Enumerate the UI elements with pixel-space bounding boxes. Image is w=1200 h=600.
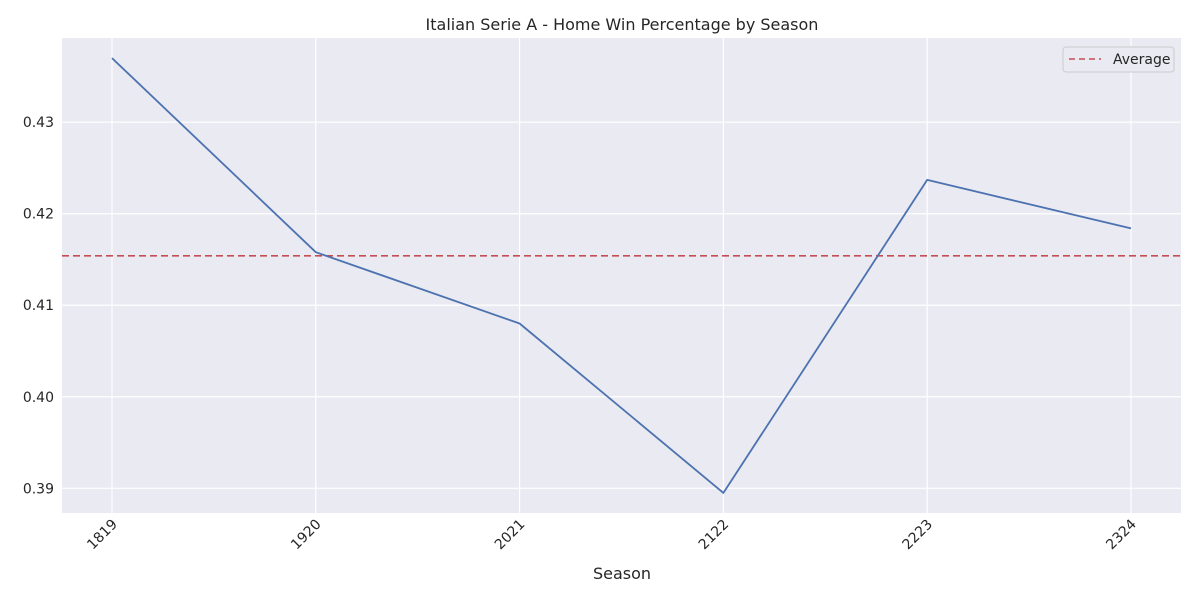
x-tick-label: 2223 [900,517,937,554]
x-tick-label: 2122 [696,517,733,554]
y-tick-label: 0.41 [23,298,54,314]
chart-title: Italian Serie A - Home Win Percentage by… [426,15,819,34]
x-gridlines [111,38,1132,513]
legend-label-average: Average [1113,52,1171,68]
series-line [111,57,1132,494]
y-tick-label: 0.43 [23,115,54,131]
y-tick-label: 0.42 [23,207,54,223]
legend: Average [1062,46,1175,73]
y-gridlines [62,121,1181,489]
y-tick-label: 0.40 [23,390,54,406]
y-tick-label: 0.39 [23,481,54,497]
x-tick-label: 1819 [84,517,121,554]
x-tick-labels: 1819 1920 2021 2122 2223 2324 [84,516,1140,553]
x-tick-label: 2021 [492,517,529,554]
x-axis-title: Season [593,564,651,583]
y-tick-labels: 0.39 0.40 0.41 0.42 0.43 [23,115,54,497]
x-tick-label: 1920 [288,517,325,554]
legend-box [1062,46,1175,73]
plot-area [62,38,1181,513]
x-tick-label: 2324 [1103,516,1140,553]
